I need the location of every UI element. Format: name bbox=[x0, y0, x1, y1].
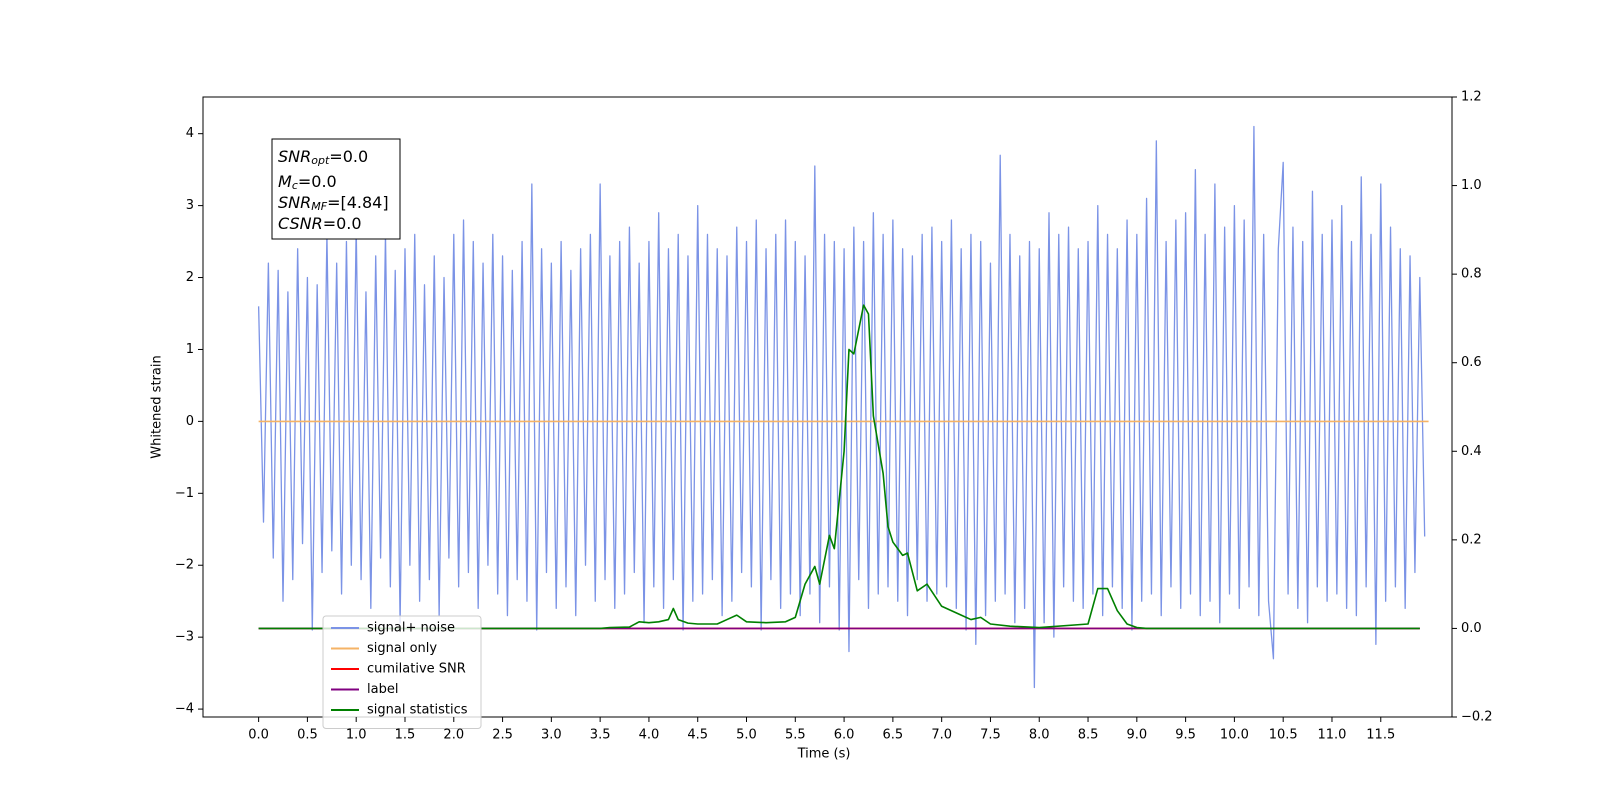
y-tick-label: 1 bbox=[186, 342, 194, 357]
x-tick-label: 1.5 bbox=[395, 728, 416, 743]
y-tick-label: −1 bbox=[175, 486, 194, 501]
x-tick-label: 9.5 bbox=[1175, 728, 1196, 743]
x-tick-label: 5.0 bbox=[736, 728, 757, 743]
x-tick-label: 0.5 bbox=[297, 728, 318, 743]
x-tick-label: 4.0 bbox=[639, 728, 660, 743]
annotation-line: SNRMF=[4.84] bbox=[278, 193, 389, 214]
y-tick-label: 0 bbox=[186, 414, 194, 429]
x-tick-label: 11.5 bbox=[1366, 728, 1395, 743]
legend-label: signal statistics bbox=[367, 703, 468, 718]
annotation-line: SNRopt=0.0 bbox=[278, 147, 368, 168]
series-line bbox=[258, 304, 1420, 630]
x-tick-label: 3.0 bbox=[541, 728, 562, 743]
annotation-sub: c bbox=[292, 179, 298, 192]
y-tick-label: −2 bbox=[175, 558, 194, 573]
annotation-sub: MF bbox=[311, 200, 327, 213]
annotation-frame bbox=[271, 138, 401, 240]
legend-label: cumilative SNR bbox=[367, 662, 466, 677]
x-tick-label: 7.0 bbox=[931, 728, 952, 743]
legend: signal+ noise signal only cumilative SNR la… bbox=[322, 615, 482, 729]
x-tick-label: 6.5 bbox=[883, 728, 904, 743]
x-tick-label: 4.5 bbox=[687, 728, 708, 743]
legend-label: signal+ noise bbox=[367, 621, 455, 636]
legend-label: label bbox=[367, 682, 398, 697]
annotation-line: CSNR=0.0 bbox=[278, 214, 362, 233]
x-tick-label: 10.5 bbox=[1269, 728, 1298, 743]
y-axis-label: Whitened strain bbox=[150, 355, 165, 458]
x-tick-label: 1.0 bbox=[346, 728, 367, 743]
x-tick-label: 11.0 bbox=[1318, 728, 1347, 743]
x-tick-label: 0.0 bbox=[248, 728, 269, 743]
x-tick-label: 8.0 bbox=[1029, 728, 1050, 743]
x-tick-label: 2.0 bbox=[443, 728, 464, 743]
x-tick-label: 2.5 bbox=[492, 728, 513, 743]
y2-tick-label: 0.4 bbox=[1461, 444, 1482, 459]
annotation-line: Mc=0.0 bbox=[278, 172, 337, 193]
y2-tick-label: 0.8 bbox=[1461, 267, 1482, 282]
annotation-sub: opt bbox=[311, 154, 330, 167]
x-tick-label: 5.5 bbox=[785, 728, 806, 743]
annotation-text: =[4.84] bbox=[327, 193, 389, 212]
y-tick-label: −3 bbox=[175, 630, 194, 645]
y2-tick-label: −0.2 bbox=[1461, 710, 1493, 725]
annotation-box: SNRopt=0.0 Mc=0.0 SNRMF=[4.84] CSNR=0.0 bbox=[271, 138, 401, 240]
annotation-symbol: M bbox=[278, 172, 292, 191]
y2-tick-label: 0.2 bbox=[1461, 532, 1482, 547]
legend-frame bbox=[322, 615, 482, 729]
y-tick-label: 4 bbox=[186, 126, 194, 141]
annotation-text: =0.0 bbox=[329, 147, 368, 166]
x-tick-label: 10.0 bbox=[1220, 728, 1249, 743]
legend-label: signal only bbox=[367, 641, 437, 656]
y2-tick-label: 1.0 bbox=[1461, 178, 1482, 193]
series-line bbox=[257, 125, 1426, 689]
y2-tick-label: 1.2 bbox=[1461, 90, 1482, 105]
x-tick-label: 3.5 bbox=[590, 728, 611, 743]
annotation-symbol: CSNR bbox=[278, 214, 323, 233]
y-tick-label: 3 bbox=[186, 198, 194, 213]
annotation-text: =0.0 bbox=[298, 172, 337, 191]
y-tick-label: −4 bbox=[175, 702, 194, 717]
x-axis-label: Time (s) bbox=[797, 747, 851, 762]
y2-tick-label: 0.6 bbox=[1461, 355, 1482, 370]
y2-tick-label: 0.0 bbox=[1461, 621, 1482, 636]
x-tick-label: 7.5 bbox=[980, 728, 1001, 743]
annotation-symbol: SNR bbox=[278, 193, 311, 212]
y-tick-label: 2 bbox=[186, 270, 194, 285]
x-tick-label: 9.0 bbox=[1126, 728, 1147, 743]
x-tick-label: 8.5 bbox=[1078, 728, 1099, 743]
x-tick-label: 6.0 bbox=[834, 728, 855, 743]
annotation-text: =0.0 bbox=[323, 214, 362, 233]
axes-frame bbox=[202, 96, 1453, 718]
annotation-symbol: SNR bbox=[278, 147, 311, 166]
